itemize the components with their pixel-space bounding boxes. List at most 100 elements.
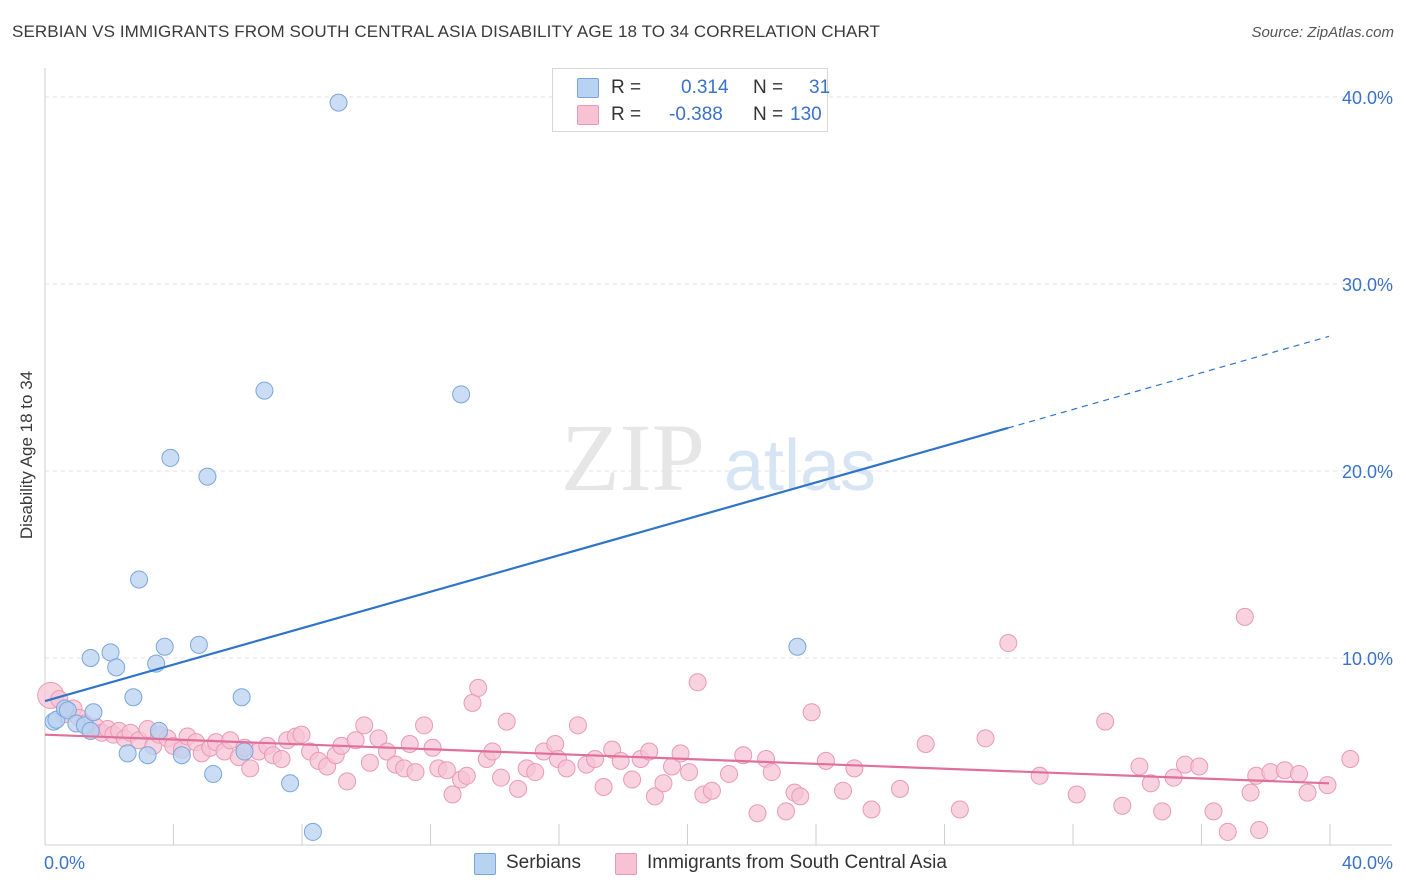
immigrant-point bbox=[463, 693, 482, 712]
immigrant-point bbox=[1190, 757, 1209, 776]
serbians-trendline bbox=[44, 426, 1009, 703]
immigrant-point bbox=[640, 742, 659, 761]
immigrant-point bbox=[688, 673, 707, 692]
immigrant-point bbox=[1341, 749, 1360, 768]
immigrant-point bbox=[748, 804, 767, 823]
serbian-point bbox=[150, 721, 168, 740]
serbian-point bbox=[198, 467, 217, 486]
immigrant-point bbox=[802, 703, 821, 722]
source-credit: Source: ZipAtlas.com bbox=[1251, 24, 1394, 41]
immigrant-point bbox=[1318, 776, 1337, 795]
immigrant-point bbox=[568, 716, 587, 735]
immigrants-swatch bbox=[577, 105, 599, 125]
serbian-point bbox=[118, 744, 137, 763]
immigrant-point bbox=[623, 770, 642, 789]
immigrant-point bbox=[437, 761, 456, 780]
y-axis-title: Disability Age 18 to 34 bbox=[17, 370, 36, 540]
immigrant-point bbox=[1153, 802, 1172, 821]
immigrant-point bbox=[546, 735, 565, 754]
immigrant-point bbox=[594, 778, 613, 797]
immigrant-point bbox=[400, 735, 419, 754]
watermark-atlas: atlas bbox=[724, 426, 876, 506]
y-tick-label: 30.0% bbox=[1342, 275, 1393, 295]
immigrants-points bbox=[37, 607, 1360, 841]
immigrant-point bbox=[355, 716, 374, 735]
serbian-point bbox=[161, 448, 180, 467]
immigrants-swatch bbox=[615, 853, 637, 875]
immigrant-point bbox=[862, 800, 881, 819]
x-tick-label: 0.0% bbox=[44, 853, 85, 873]
chart-title: SERBIAN VS IMMIGRANTS FROM SOUTH CENTRAL… bbox=[12, 22, 881, 41]
serbian-point bbox=[235, 742, 254, 761]
immigrant-point bbox=[950, 800, 969, 819]
immigrant-point bbox=[976, 729, 995, 748]
immigrant-point bbox=[241, 759, 260, 778]
serbian-point bbox=[130, 570, 149, 589]
immigrant-point bbox=[557, 759, 576, 778]
serbian-point bbox=[788, 637, 807, 656]
serbian-point bbox=[232, 688, 251, 707]
immigrant-point bbox=[1096, 712, 1115, 731]
immigrant-point bbox=[1218, 822, 1237, 841]
serbian-point bbox=[452, 385, 471, 404]
immigrant-point bbox=[1113, 796, 1132, 815]
immigrant-point bbox=[777, 802, 795, 821]
bottom-legend-immigrants-label: Immigrants from South Central Asia bbox=[647, 852, 947, 873]
serbian-point bbox=[107, 658, 126, 677]
immigrant-point bbox=[423, 738, 442, 757]
immigrant-point bbox=[734, 746, 753, 765]
legend-r-label: R = bbox=[611, 77, 642, 98]
serbian-point bbox=[255, 381, 274, 400]
immigrant-point bbox=[346, 731, 365, 750]
serbians-trendline-extension bbox=[1007, 335, 1330, 429]
immigrant-point bbox=[406, 763, 425, 782]
immigrant-point bbox=[1250, 821, 1269, 840]
immigrant-point bbox=[1298, 783, 1317, 802]
tick-labels: 10.0% 20.0% 30.0% 40.0% 0.0% 40.0% bbox=[44, 88, 1393, 873]
bottom-legend-serbians-label: Serbians bbox=[506, 852, 581, 873]
immigrant-point bbox=[611, 751, 630, 770]
immigrant-point bbox=[1030, 766, 1049, 785]
serbian-point bbox=[155, 637, 174, 656]
immigrant-point bbox=[916, 735, 935, 754]
legend-r-label: R = bbox=[611, 104, 642, 125]
immigrant-point bbox=[999, 634, 1018, 653]
immigrant-point bbox=[526, 763, 545, 782]
immigrant-point bbox=[457, 766, 476, 785]
immigrant-point bbox=[680, 763, 699, 782]
serbian-point bbox=[101, 643, 120, 662]
serbian-point bbox=[329, 93, 348, 112]
immigrant-point bbox=[702, 781, 721, 800]
immigrant-point bbox=[443, 785, 462, 804]
legend-n-label: N = bbox=[753, 104, 784, 125]
legend-n-label: N = bbox=[753, 77, 784, 98]
immigrant-point bbox=[720, 764, 738, 783]
legend-r-value-serbians: 0.314 bbox=[681, 77, 729, 98]
immigrant-point bbox=[272, 749, 291, 768]
legend-n-value-immigrants: 130 bbox=[790, 104, 822, 125]
immigrant-point bbox=[497, 712, 516, 731]
serbian-point bbox=[281, 774, 300, 793]
immigrant-point bbox=[1130, 757, 1149, 776]
immigrant-point bbox=[762, 763, 781, 782]
serbian-point bbox=[303, 822, 322, 841]
trendlines bbox=[44, 335, 1330, 785]
immigrant-point bbox=[292, 725, 311, 744]
serbians-swatch bbox=[474, 853, 496, 875]
immigrant-point bbox=[586, 749, 605, 768]
immigrant-point bbox=[338, 772, 357, 791]
serbian-point bbox=[172, 746, 191, 765]
immigrants-trendline bbox=[44, 733, 1330, 785]
correlation-legend: R = 0.314 N = 31 R = -0.388 N = 130 bbox=[552, 68, 830, 132]
immigrant-point bbox=[415, 716, 434, 735]
y-tick-label: 10.0% bbox=[1342, 649, 1393, 669]
serbians-points bbox=[44, 93, 807, 841]
serbian-point bbox=[138, 746, 157, 765]
serbians-swatch bbox=[577, 78, 599, 98]
immigrant-point bbox=[654, 774, 673, 793]
serbian-point bbox=[58, 701, 77, 720]
x-tick-label: 40.0% bbox=[1342, 853, 1393, 873]
immigrant-point bbox=[645, 787, 664, 806]
serbian-point bbox=[124, 688, 143, 707]
